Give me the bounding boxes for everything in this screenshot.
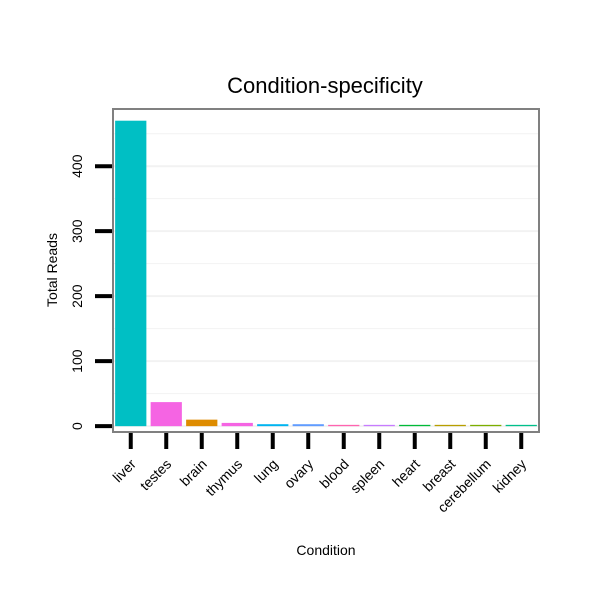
y-tick-label: 300 bbox=[69, 219, 85, 243]
y-tick-label: 0 bbox=[69, 422, 85, 430]
bars bbox=[115, 120, 537, 427]
bar-blood bbox=[328, 424, 360, 427]
x-tick-label-liver: liver bbox=[109, 456, 139, 486]
gridlines bbox=[113, 133, 539, 428]
y-axis-title: Total Reads bbox=[44, 233, 60, 307]
bar-lung bbox=[257, 424, 289, 427]
bar-brain bbox=[186, 419, 218, 427]
bar-kidney bbox=[505, 424, 537, 427]
x-tick-label-testes: testes bbox=[137, 456, 175, 494]
bar-thymus bbox=[221, 422, 253, 427]
y-tick-label: 100 bbox=[69, 349, 85, 373]
x-tick-label-heart: heart bbox=[389, 456, 423, 490]
chart-title: Condition-specificity bbox=[227, 73, 423, 98]
bar-breast bbox=[434, 424, 466, 427]
x-tick-label-kidney: kidney bbox=[489, 456, 529, 496]
bar-cerebellum bbox=[470, 424, 502, 427]
y-tick-label: 400 bbox=[69, 154, 85, 178]
bar-spleen bbox=[363, 424, 395, 427]
bar-heart bbox=[399, 424, 431, 427]
bar-liver bbox=[115, 120, 147, 427]
x-tick-label-thymus: thymus bbox=[202, 456, 245, 499]
bar-testes bbox=[150, 402, 182, 427]
y-axis: 0 100 200 300 400 bbox=[69, 154, 112, 430]
bar-ovary bbox=[292, 424, 324, 427]
plot-panel bbox=[113, 109, 539, 432]
x-tick-label-spleen: spleen bbox=[347, 456, 387, 496]
x-tick-label-lung: lung bbox=[251, 456, 281, 486]
y-tick-label: 200 bbox=[69, 284, 85, 308]
x-axis-title: Condition bbox=[296, 542, 355, 558]
x-tick-label-ovary: ovary bbox=[281, 456, 317, 492]
plot-border bbox=[112, 108, 540, 433]
